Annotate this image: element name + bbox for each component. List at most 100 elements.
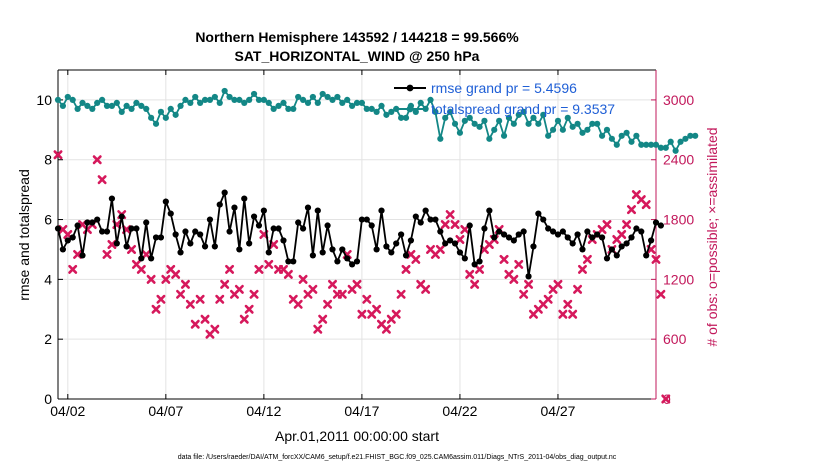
obs-point-stroke-b: [288, 294, 298, 304]
rmse-point: [162, 198, 169, 205]
rmse-point: [589, 234, 596, 241]
totalspread-point: [216, 99, 223, 106]
obs-point: [225, 264, 235, 274]
totalspread-point: [633, 132, 640, 139]
obs-point-stroke-b: [264, 259, 274, 269]
rmse-point: [412, 213, 419, 220]
obs-point-stroke-b: [313, 324, 323, 334]
totalspread-point: [447, 108, 454, 115]
rmse-point: [177, 249, 184, 256]
totalspread-point: [324, 93, 331, 101]
obs-point: [318, 314, 328, 324]
rmse-point: [99, 228, 106, 235]
obs-point-stroke-b: [127, 244, 137, 254]
totalspread-point: [672, 147, 679, 154]
rmse-point: [143, 219, 150, 226]
obs-point-stroke-b: [543, 294, 553, 304]
obs-point: [249, 289, 259, 299]
rmse-point: [564, 234, 571, 241]
rmse-point: [500, 231, 508, 238]
obs-point-stroke-b: [190, 319, 200, 329]
obs-point: [327, 279, 337, 289]
y-tick-label-left: 6: [44, 212, 52, 228]
obs-point-stroke-b: [577, 264, 587, 274]
obs-point-stroke-b: [435, 244, 445, 254]
obs-point: [440, 220, 450, 230]
obs-point: [337, 289, 347, 299]
totalspread-point: [677, 138, 684, 145]
obs-point: [220, 279, 230, 289]
totalspread-point: [540, 111, 547, 118]
obs-point-stroke-b: [73, 249, 83, 259]
obs-point: [136, 264, 146, 274]
rmse-point: [427, 216, 434, 223]
obs-point: [524, 279, 534, 289]
obs-point: [661, 394, 671, 404]
obs-point-stroke-b: [239, 314, 249, 324]
totalspread-point: [378, 102, 385, 109]
obs-point-stroke-b: [146, 274, 156, 284]
chart-subtitle: SAT_HORIZONTAL_WIND @ 250 hPa: [235, 48, 480, 64]
obs-point-stroke-b: [465, 269, 475, 279]
obs-point-stroke-b: [63, 230, 73, 239]
rmse-point: [74, 222, 81, 229]
rmse-point: [339, 246, 346, 253]
obs-point-stroke-b: [97, 175, 107, 185]
obs-point: [293, 299, 303, 309]
obs-point: [435, 244, 445, 254]
obs-point-stroke-b: [278, 264, 288, 274]
rmse-point: [496, 228, 503, 235]
y-tick-label-left: 0: [44, 391, 52, 407]
totalspread-point: [657, 144, 665, 151]
obs-point: [176, 289, 186, 299]
y-tick-label-left: 8: [44, 152, 52, 168]
totalspread-point: [138, 102, 145, 109]
obs-point: [455, 234, 465, 244]
rmse-point: [618, 243, 625, 250]
obs-point-stroke-b: [411, 254, 421, 264]
totalspread-point: [59, 102, 67, 109]
obs-point-stroke-b: [195, 294, 205, 304]
obs-point-stroke-b: [391, 309, 401, 319]
totalspread-point: [682, 135, 689, 142]
totalspread-point: [211, 93, 218, 101]
totalspread-point: [687, 132, 694, 139]
rmse-point: [285, 258, 292, 265]
totalspread-point: [368, 105, 375, 112]
obs-point: [543, 294, 553, 304]
totalspread-point: [148, 114, 155, 121]
obs-point-stroke-b: [475, 264, 485, 274]
totalspread-point: [559, 126, 566, 133]
obs-point-stroke-b: [426, 244, 436, 254]
obs-point: [372, 304, 382, 314]
totalspread-point: [574, 120, 581, 127]
obs-point-stroke-b: [327, 279, 337, 289]
obs-point-stroke-b: [509, 274, 519, 284]
obs-point-stroke-b: [377, 319, 387, 329]
rmse-point: [113, 240, 120, 247]
obs-point-stroke-b: [470, 279, 480, 289]
totalspread-point: [128, 105, 135, 112]
rmse-point: [54, 225, 62, 232]
rmse-point: [358, 216, 366, 223]
rmse-point: [64, 237, 71, 244]
obs-point-stroke-b: [244, 304, 254, 314]
rmse-point: [241, 195, 248, 202]
totalspread-point: [167, 105, 174, 112]
totalspread-point: [647, 141, 655, 148]
totalspread-point: [535, 120, 542, 127]
obs-point-stroke-b: [269, 239, 279, 249]
totalspread-point: [84, 102, 91, 109]
obs-point: [53, 150, 63, 160]
obs-point: [180, 279, 190, 289]
totalspread-point: [339, 99, 346, 106]
obs-point-stroke-b: [563, 299, 573, 309]
totalspread-point: [69, 96, 76, 104]
totalspread-point: [304, 99, 312, 106]
rmse-point: [383, 243, 390, 250]
totalspread-point: [236, 96, 243, 104]
rmse-point: [157, 234, 165, 241]
obs-point: [656, 289, 666, 299]
totalspread-point: [275, 102, 282, 109]
totalspread-point: [667, 138, 674, 145]
